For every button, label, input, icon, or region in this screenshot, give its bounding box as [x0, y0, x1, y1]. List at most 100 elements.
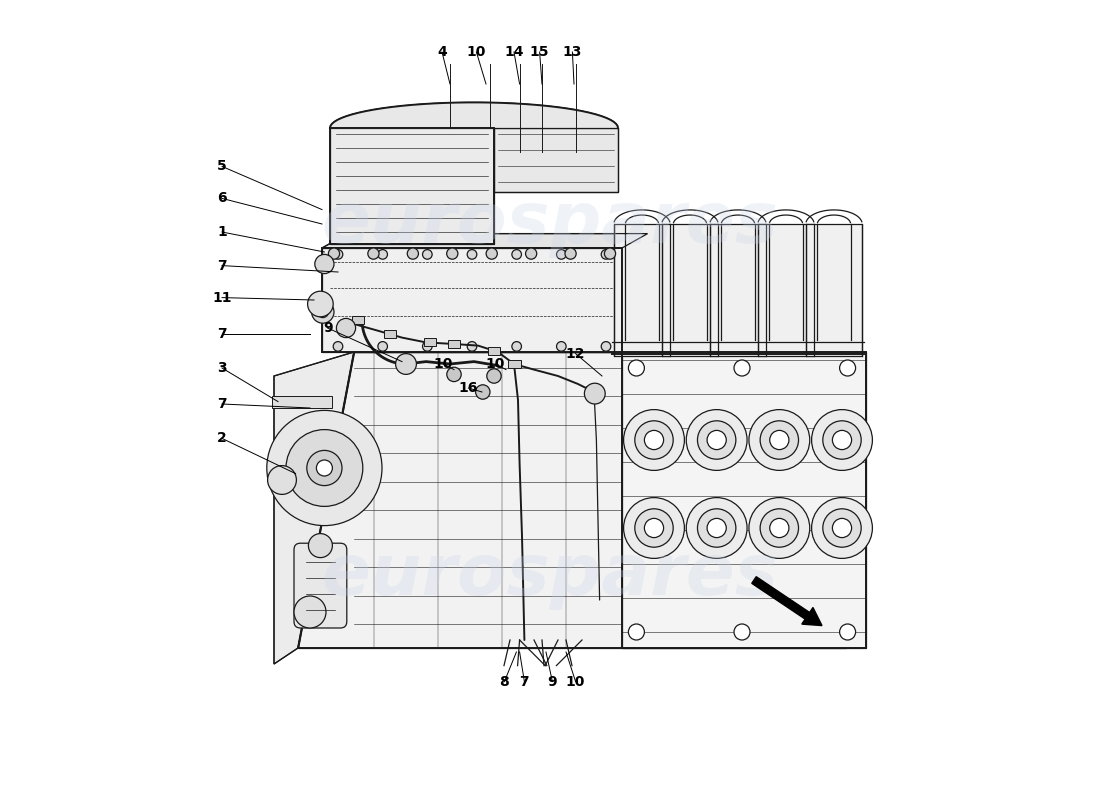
- Polygon shape: [354, 336, 846, 352]
- Text: 10: 10: [433, 357, 453, 371]
- Circle shape: [333, 250, 343, 259]
- Circle shape: [396, 354, 417, 374]
- Circle shape: [308, 534, 332, 558]
- Circle shape: [686, 498, 747, 558]
- Circle shape: [833, 430, 851, 450]
- Circle shape: [707, 518, 726, 538]
- Polygon shape: [614, 224, 670, 356]
- Polygon shape: [806, 224, 862, 356]
- Text: 7: 7: [217, 327, 227, 342]
- Circle shape: [512, 342, 521, 351]
- Circle shape: [635, 509, 673, 547]
- Text: 8: 8: [499, 674, 509, 689]
- Polygon shape: [274, 352, 354, 664]
- Bar: [586, 386, 598, 394]
- Circle shape: [635, 421, 673, 459]
- Circle shape: [697, 421, 736, 459]
- Bar: [508, 360, 521, 368]
- Text: 9: 9: [548, 674, 558, 689]
- Circle shape: [317, 460, 332, 476]
- Circle shape: [317, 306, 329, 318]
- Circle shape: [770, 430, 789, 450]
- Text: 4: 4: [437, 45, 447, 59]
- Text: 6: 6: [217, 191, 227, 206]
- Circle shape: [565, 248, 576, 259]
- Circle shape: [447, 248, 458, 259]
- Circle shape: [307, 450, 342, 486]
- Circle shape: [337, 318, 355, 338]
- Circle shape: [378, 342, 387, 351]
- Bar: [424, 338, 437, 346]
- Circle shape: [329, 248, 340, 259]
- Text: 2: 2: [217, 431, 227, 446]
- Circle shape: [267, 466, 296, 494]
- Circle shape: [407, 248, 418, 259]
- Circle shape: [602, 342, 610, 351]
- FancyBboxPatch shape: [294, 543, 346, 628]
- Polygon shape: [758, 224, 814, 356]
- Circle shape: [812, 410, 872, 470]
- Text: 10: 10: [565, 674, 585, 689]
- Text: 7: 7: [519, 674, 529, 689]
- Bar: [487, 347, 500, 355]
- Circle shape: [447, 367, 461, 382]
- Circle shape: [294, 596, 326, 628]
- Circle shape: [422, 342, 432, 351]
- Circle shape: [823, 421, 861, 459]
- Circle shape: [602, 250, 610, 259]
- Circle shape: [267, 410, 382, 526]
- Circle shape: [749, 410, 810, 470]
- Polygon shape: [330, 128, 494, 244]
- Polygon shape: [621, 352, 866, 648]
- Circle shape: [839, 624, 856, 640]
- Circle shape: [333, 342, 343, 351]
- Polygon shape: [494, 128, 618, 192]
- Text: 15: 15: [530, 45, 549, 59]
- Text: eurospares: eurospares: [321, 542, 779, 610]
- Polygon shape: [330, 102, 618, 128]
- Bar: [384, 330, 396, 338]
- Circle shape: [812, 498, 872, 558]
- Text: 10: 10: [466, 45, 486, 59]
- Circle shape: [624, 410, 684, 470]
- Circle shape: [749, 498, 810, 558]
- Circle shape: [311, 301, 334, 323]
- Circle shape: [367, 248, 380, 259]
- Circle shape: [707, 430, 726, 450]
- Circle shape: [734, 360, 750, 376]
- Circle shape: [286, 430, 363, 506]
- Text: eurospares: eurospares: [321, 190, 779, 258]
- Circle shape: [486, 248, 497, 259]
- Bar: [314, 294, 327, 314]
- Circle shape: [584, 383, 605, 404]
- Circle shape: [487, 369, 502, 383]
- Circle shape: [628, 624, 645, 640]
- Polygon shape: [322, 248, 622, 352]
- Text: 11: 11: [212, 290, 232, 305]
- Circle shape: [557, 342, 566, 351]
- Polygon shape: [298, 352, 846, 648]
- Polygon shape: [322, 234, 648, 248]
- Circle shape: [512, 250, 521, 259]
- Circle shape: [378, 250, 387, 259]
- Text: 9: 9: [322, 321, 332, 335]
- Text: 16: 16: [459, 381, 478, 395]
- Circle shape: [624, 498, 684, 558]
- FancyArrow shape: [751, 577, 822, 626]
- Circle shape: [645, 518, 663, 538]
- Circle shape: [697, 509, 736, 547]
- Circle shape: [526, 248, 537, 259]
- Circle shape: [823, 509, 861, 547]
- Circle shape: [628, 360, 645, 376]
- Text: 3: 3: [217, 361, 227, 375]
- Circle shape: [760, 421, 799, 459]
- Circle shape: [833, 518, 851, 538]
- Circle shape: [604, 248, 616, 259]
- Circle shape: [422, 250, 432, 259]
- Text: 10: 10: [486, 357, 505, 371]
- Text: 7: 7: [217, 258, 227, 273]
- Circle shape: [839, 360, 856, 376]
- Bar: [448, 340, 461, 348]
- Text: 5: 5: [217, 159, 227, 174]
- Circle shape: [468, 250, 476, 259]
